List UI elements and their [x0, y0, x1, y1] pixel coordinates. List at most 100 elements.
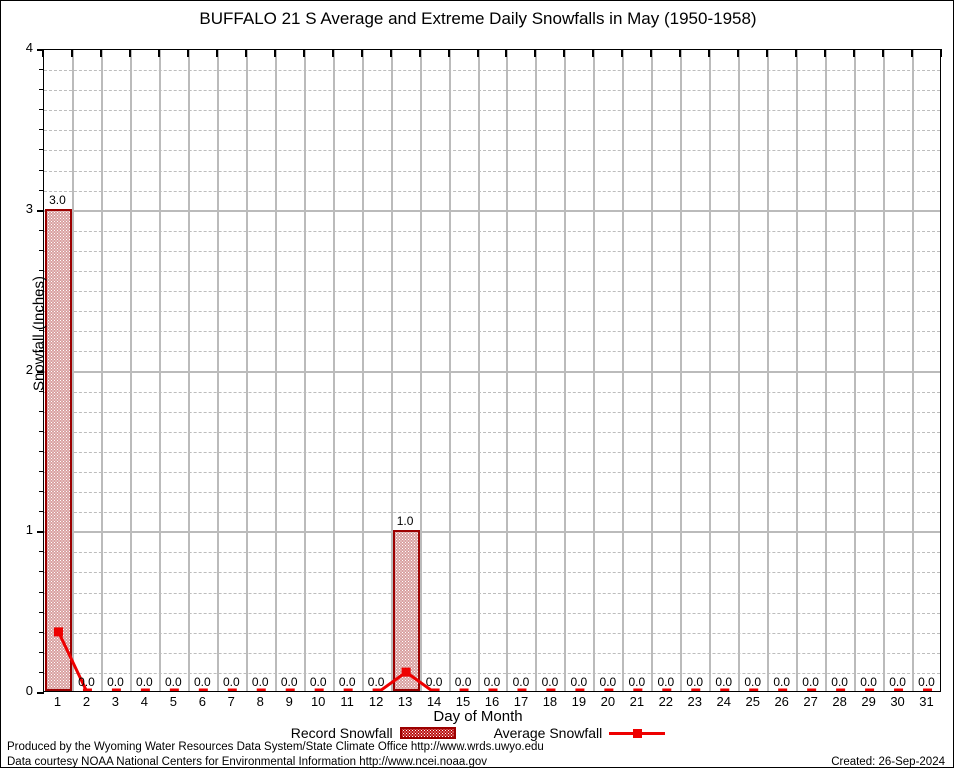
- average-snowfall-marker: [488, 688, 498, 691]
- legend-item-record-snowfall: Record Snowfall: [291, 724, 456, 741]
- x-tick: [186, 49, 189, 57]
- y-tick-label: 0: [25, 683, 33, 698]
- horizontal-gridline-minor: [44, 411, 940, 413]
- x-tick-label: 26: [774, 694, 789, 709]
- bar-value-label: 3.0: [49, 192, 66, 207]
- horizontal-gridline-minor: [44, 572, 940, 574]
- x-tick-label: 1: [53, 694, 62, 709]
- horizontal-gridline-minor: [44, 391, 940, 393]
- average-snowfall-marker: [865, 688, 875, 691]
- bar-value-label: 0.0: [193, 675, 211, 689]
- y-axis-title: Snowfall (Inches): [30, 275, 48, 392]
- x-tick: [824, 49, 827, 57]
- legend: Record Snowfall Average Snowfall: [1, 723, 954, 741]
- x-tick-label: 16: [484, 694, 500, 709]
- y-tick-minor: [39, 511, 44, 513]
- x-tick-label: 20: [600, 694, 616, 709]
- bar-value-label: 0.0: [802, 675, 819, 689]
- x-tick: [418, 49, 421, 57]
- footer-data-source: Data courtesy NOAA National Centers for …: [7, 756, 488, 768]
- x-tick: [42, 49, 44, 57]
- average-snowfall-marker: [111, 688, 121, 691]
- x-tick: [882, 49, 885, 57]
- horizontal-gridline-minor: [44, 110, 940, 112]
- average-snowfall-marker: [720, 688, 730, 691]
- horizontal-gridline-minor: [44, 311, 940, 313]
- legend-label-average-snowfall: Average Snowfall: [493, 724, 603, 741]
- y-tick-major: [37, 692, 44, 694]
- y-tick-minor: [39, 229, 44, 231]
- y-tick-minor: [39, 310, 44, 312]
- x-tick-label: 31: [919, 694, 934, 709]
- x-tick: [940, 49, 942, 57]
- y-tick-minor: [39, 69, 44, 71]
- horizontal-gridline-minor: [44, 431, 940, 433]
- legend-swatch-average-snowfall: [609, 727, 666, 739]
- average-snowfall-marker: [604, 688, 614, 691]
- page-title: BUFFALO 21 S Average and Extreme Daily S…: [199, 9, 757, 28]
- y-tick-minor: [39, 470, 44, 472]
- y-tick-minor: [39, 109, 44, 111]
- bar-value-label: 0.0: [599, 675, 617, 689]
- y-tick-major: [37, 49, 44, 51]
- average-snowfall-marker: [285, 688, 295, 691]
- y-tick-minor: [39, 290, 44, 292]
- x-tick-label: 29: [861, 694, 876, 709]
- y-tick-minor: [39, 390, 44, 392]
- bar-value-label: 0.0: [889, 675, 906, 689]
- x-tick: [563, 49, 566, 57]
- y-tick-minor: [39, 149, 44, 151]
- plot-area: [43, 49, 941, 692]
- horizontal-gridline-minor: [44, 512, 940, 514]
- x-tick-label: 11: [340, 694, 354, 709]
- legend-item-average-snowfall: Average Snowfall: [494, 724, 666, 741]
- bar-value-label: 0.0: [165, 675, 182, 689]
- x-tick-label: 28: [832, 694, 847, 709]
- x-tick-label: 2: [82, 694, 91, 709]
- x-tick-label: 30: [890, 694, 905, 709]
- x-tick: [331, 49, 334, 57]
- average-snowfall-marker: [778, 688, 788, 691]
- x-tick: [476, 49, 479, 57]
- horizontal-gridline-minor: [44, 672, 940, 674]
- x-tick-label: 13: [397, 694, 413, 709]
- x-tick: [795, 49, 798, 57]
- average-snowfall-marker: [894, 688, 904, 691]
- x-tick: [99, 49, 102, 57]
- horizontal-gridline-minor: [44, 351, 940, 353]
- y-tick-minor: [39, 491, 44, 493]
- bar-value-label: 0.0: [831, 675, 848, 689]
- y-tick-minor: [39, 611, 44, 613]
- x-tick-label: 24: [716, 694, 731, 709]
- bar-value-label: 0.0: [309, 675, 327, 689]
- average-snowfall-marker: [691, 688, 701, 691]
- x-tick: [708, 49, 711, 57]
- average-snowfall-marker: [633, 688, 643, 691]
- horizontal-gridline-minor: [44, 451, 940, 453]
- x-tick: [244, 49, 247, 57]
- x-tick-label: 6: [198, 694, 206, 709]
- bar-value-label: 0.0: [918, 675, 935, 689]
- x-tick: [360, 49, 363, 57]
- y-tick-minor: [39, 631, 44, 633]
- horizontal-gridline-minor: [44, 70, 940, 72]
- x-tick: [592, 49, 595, 57]
- average-snowfall-marker: [343, 688, 353, 691]
- average-snowfall-marker: [140, 688, 150, 691]
- record-snowfall-bar: [45, 208, 72, 691]
- y-tick-minor: [39, 591, 44, 593]
- bar-value-label: 0.0: [483, 675, 501, 689]
- y-tick-minor: [39, 169, 44, 171]
- y-tick-minor: [39, 330, 44, 332]
- bar-value-label: 0.0: [338, 675, 356, 689]
- average-snowfall-marker: [401, 667, 411, 677]
- average-snowfall-marker: [372, 688, 382, 691]
- y-tick-minor: [39, 89, 44, 91]
- x-tick: [534, 49, 537, 57]
- x-tick-label: 5: [169, 694, 177, 709]
- x-tick: [70, 49, 73, 57]
- x-tick-label: 19: [571, 694, 587, 709]
- bar-value-label: 0.0: [367, 675, 385, 689]
- horizontal-gridline-minor: [44, 90, 940, 92]
- y-tick-minor: [39, 430, 44, 432]
